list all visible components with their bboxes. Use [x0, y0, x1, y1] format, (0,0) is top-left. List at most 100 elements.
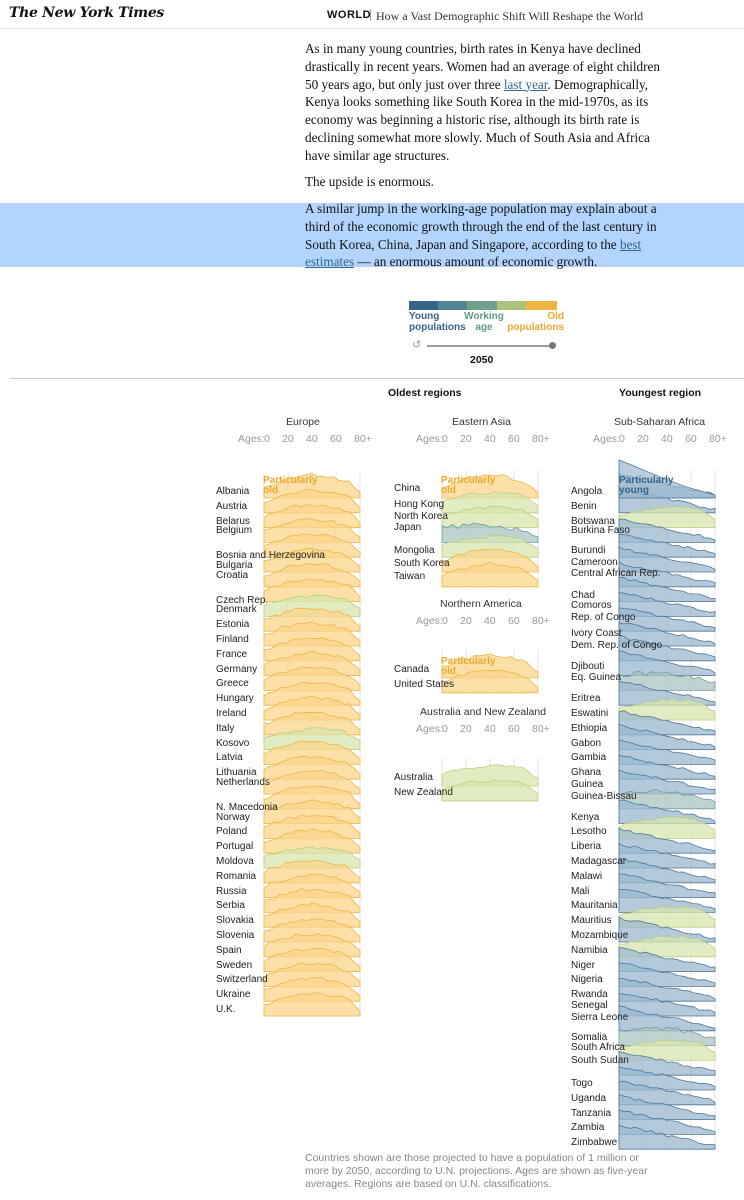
legend-working-label: Working age — [464, 311, 504, 333]
slider-track[interactable] — [427, 345, 550, 347]
country-label: Romania — [216, 870, 257, 882]
region-title-eastern_asia: Eastern Asia — [452, 416, 511, 428]
population-ridge — [263, 503, 361, 528]
country-label: Burkina Faso — [571, 525, 630, 537]
slider-year-label: 2050 — [470, 354, 494, 366]
age-tick: 20 — [460, 723, 472, 735]
region-title-ssa: Sub-Saharan Africa — [614, 416, 706, 428]
replay-icon[interactable]: ↺ — [412, 339, 422, 351]
population-ridge — [441, 474, 539, 499]
country-label: Lithuania — [216, 767, 257, 779]
slider-handle[interactable] — [549, 342, 556, 349]
population-ridge — [263, 518, 361, 543]
population-ridge — [618, 935, 716, 958]
country-label: Eq. Guinea — [571, 672, 622, 684]
population-ridge — [618, 816, 716, 839]
country-label: Ghana — [571, 767, 602, 779]
footnote: Countries shown are those projected to h… — [305, 1152, 648, 1190]
population-ridge — [618, 650, 716, 676]
country-label: Mauritius — [571, 915, 612, 927]
population-ridge — [441, 764, 539, 787]
country-label: Italy — [216, 722, 235, 734]
region-title-europe: Europe — [286, 416, 320, 428]
population-ridge — [618, 738, 716, 765]
population-ridge — [618, 607, 716, 632]
country-label: Hungary — [216, 693, 254, 705]
age-axis-prefix: Ages: — [593, 433, 620, 445]
country-label: Uganda — [571, 1092, 607, 1104]
age-tick: 40 — [306, 433, 318, 445]
population-ridge — [263, 533, 361, 558]
country-label: Albania — [216, 486, 250, 497]
population-ridge — [263, 488, 361, 514]
age-axis-prefix: Ages: — [416, 723, 443, 735]
population-ridge — [263, 607, 361, 632]
country-label: Zimbabwe — [571, 1137, 618, 1149]
age-tick: 60 — [330, 433, 342, 445]
country-label: Norway — [216, 811, 250, 823]
age-tick: 0 — [619, 433, 625, 445]
country-label: Niger — [571, 959, 595, 971]
country-label: U.K. — [216, 1004, 236, 1015]
population-ridge — [618, 858, 716, 884]
population-ridge — [618, 634, 716, 662]
country-label: France — [216, 648, 248, 660]
population-ridge — [263, 578, 361, 602]
country-label: Poland — [216, 826, 248, 838]
population-ridge — [618, 710, 716, 736]
population-ridge — [618, 1093, 716, 1120]
population-ridge — [618, 1066, 716, 1091]
population-ridge — [263, 933, 361, 958]
population-ridge — [618, 622, 716, 647]
divider — [10, 378, 744, 379]
country-label: Nigeria — [571, 974, 603, 986]
population-ridge — [618, 947, 716, 972]
legend-young-label: Young populations — [409, 311, 466, 333]
last-year-link[interactable]: last year — [503, 76, 548, 92]
top-bar: The New York Times WORLD | How a Vast De… — [0, 0, 744, 29]
age-tick: 20 — [637, 433, 649, 445]
age-tick: 40 — [484, 433, 496, 445]
country-label: Ukraine — [216, 989, 251, 1001]
country-label: Eritrea — [571, 693, 601, 705]
country-label: Ireland — [216, 708, 247, 719]
country-label: Tanzania — [571, 1107, 612, 1119]
country-label: North Korea — [394, 510, 448, 522]
region-title-australia_nz: Australia and New Zealand — [420, 706, 547, 718]
country-label: Dem. Rep. of Congo — [571, 639, 663, 651]
country-label: Mauritania — [571, 900, 618, 912]
chart-annotation: Particularly old — [441, 475, 496, 496]
country-label: Benin — [571, 500, 597, 512]
population-ridge — [441, 491, 539, 514]
best-estimates-link[interactable]: best estimates — [305, 236, 642, 270]
population-ridge — [263, 992, 361, 1017]
country-label: Austria — [216, 500, 248, 512]
age-tick: 40 — [484, 723, 496, 735]
country-label: Czech Rep. — [216, 594, 269, 606]
nyt-logo[interactable]: The New York Times — [9, 5, 165, 21]
country-label: Guinea-Bissau — [571, 790, 637, 802]
section-label[interactable]: WORLD — [327, 9, 372, 21]
population-ridge — [263, 473, 361, 499]
age-tick: 20 — [460, 433, 472, 445]
population-ridge — [441, 535, 539, 558]
population-ridge — [263, 695, 361, 721]
age-tick: 60 — [508, 723, 520, 735]
country-label: Germany — [216, 663, 258, 675]
text-selection-highlight — [0, 203, 744, 267]
age-tick: 60 — [508, 615, 520, 627]
population-ridge — [618, 873, 716, 898]
population-ridge — [263, 828, 361, 854]
country-label: South Sudan — [571, 1055, 629, 1067]
population-ridge — [618, 916, 716, 943]
population-ridge — [263, 770, 361, 795]
population-ridge — [441, 779, 539, 802]
year-slider[interactable]: ↺ — [412, 339, 558, 352]
population-ridge — [263, 976, 361, 1002]
population-ridge — [618, 698, 716, 721]
age-tick: 40 — [484, 615, 496, 627]
country-label: United States — [394, 678, 455, 690]
country-label: Moldova — [216, 856, 254, 867]
population-ridge — [263, 873, 361, 898]
paragraph-kenya: As in many young countries, birth rates … — [305, 41, 660, 163]
